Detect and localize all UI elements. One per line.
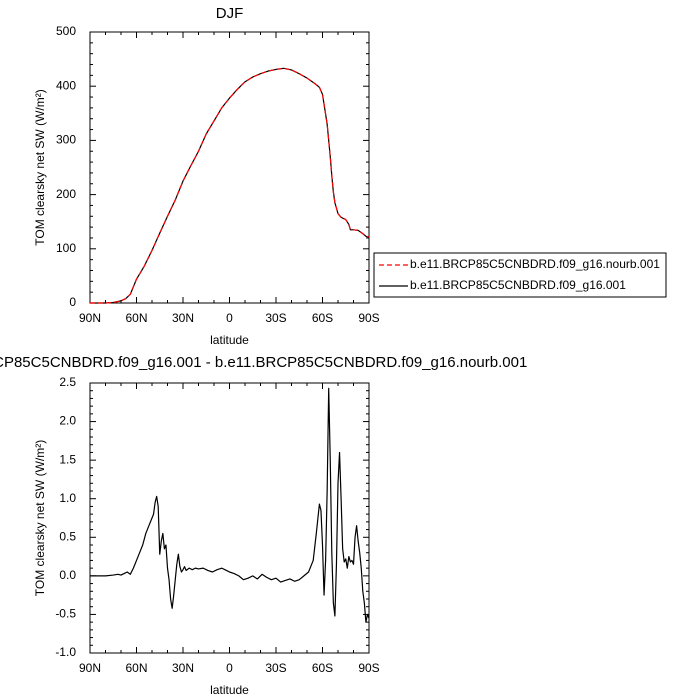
y-axis-label: TOM clearsky net SW (W/m²) [33, 440, 47, 596]
x-tick-label: 60S [312, 661, 333, 675]
x-tick-label: 30S [265, 661, 286, 675]
plot-frame [89, 382, 370, 654]
x-tick-label: 60S [312, 311, 333, 325]
y-tick-label: 0.0 [59, 568, 76, 582]
top-panel-djf: DJF 90N 60N 30N 0 30S 60S 90S 0 100 200 300 400 500 la… [33, 5, 380, 347]
x-axis-label: latitude [210, 683, 249, 697]
y-tick-label: 300 [56, 133, 76, 147]
x-tick-label: 90N [79, 661, 101, 675]
y-tick-label: 100 [56, 241, 76, 255]
y-tick-label: 200 [56, 187, 76, 201]
x-tick-label: 0 [226, 311, 233, 325]
x-tick-label: 60N [125, 661, 147, 675]
x-tick-label: 30N [172, 661, 194, 675]
y-tick-label: 1.0 [59, 491, 76, 505]
series-line-nourb [90, 67, 370, 304]
y-axis-label: TOM clearsky net SW (W/m²) [33, 89, 47, 245]
legend: b.e11.BRCP85C5CNBDRD.f09_g16.nourb.001 b.… [373, 252, 667, 298]
x-tick-label: 90S [358, 661, 379, 675]
x-axis-label: latitude [210, 333, 249, 347]
x-tick-label: 30S [265, 311, 286, 325]
y-tick-label: 0 [69, 295, 76, 309]
y-tick-label: 2.5 [59, 375, 76, 389]
legend-label: b.e11.BRCP85C5CNBDRD.f09_g16.nourb.001 [410, 257, 660, 271]
x-tick-label: 30N [172, 311, 194, 325]
legend-label: b.e11.BRCP85C5CNBDRD.f09_g16.001 [410, 278, 626, 292]
x-tick-label: 90S [358, 311, 379, 325]
y-tick-label: -0.5 [55, 607, 76, 621]
plot-frame [89, 31, 370, 304]
y-tick-label: 1.5 [59, 452, 76, 466]
legend-box [373, 252, 667, 298]
chart-title: b.e11.BRCP85C5CNBDRD.f09_g16.001 - b.e11… [0, 354, 527, 371]
x-tick-label: 0 [226, 661, 233, 675]
series-line-base [90, 387, 370, 623]
bottom-panel-difference: b.e11.BRCP85C5CNBDRD.f09_g16.001 - b.e11… [0, 354, 527, 697]
y-tick-label: 500 [56, 24, 76, 38]
y-tick-label: -1.0 [55, 645, 76, 659]
x-tick-label: 90N [79, 311, 101, 325]
y-tick-label: 0.5 [59, 529, 76, 543]
x-tick-label: 60N [125, 311, 147, 325]
chart-title: DJF [216, 5, 244, 22]
series-line-base [90, 67, 370, 304]
y-tick-label: 400 [56, 78, 76, 92]
y-tick-label: 2.0 [59, 414, 76, 428]
